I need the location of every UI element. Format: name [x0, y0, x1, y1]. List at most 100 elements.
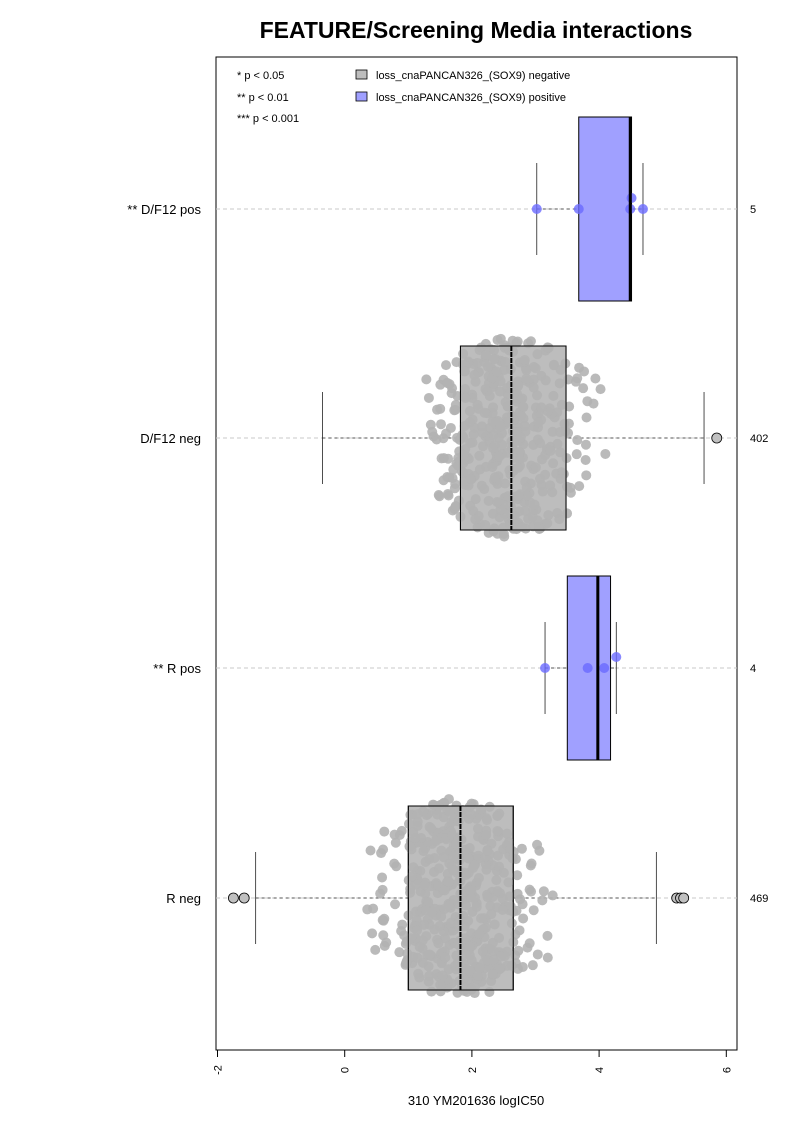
point-3-44: [473, 823, 484, 834]
point-3-392: [440, 952, 451, 963]
point-3-176: [542, 952, 553, 963]
point-3-466: [482, 845, 493, 856]
point-3-416: [410, 832, 421, 843]
category-n-3: 469: [750, 893, 768, 905]
category-label-3: R neg: [166, 891, 201, 906]
point-3-459: [454, 976, 465, 987]
point-3-449: [405, 883, 416, 894]
category-n-0: 5: [750, 204, 756, 216]
point-3-333: [396, 926, 407, 937]
legend: * p < 0.05 ** p < 0.01 *** p < 0.001 los…: [237, 69, 570, 125]
point-1-56: [483, 495, 494, 506]
point-1-291: [514, 453, 525, 464]
point-1-271: [497, 439, 508, 450]
x-tick-label-1: 0: [340, 1067, 352, 1073]
point-1-346: [483, 361, 494, 372]
point-1-309: [530, 462, 541, 473]
outlier-3-0: [227, 892, 239, 904]
point-1-397: [495, 421, 506, 432]
point-1-387: [464, 405, 475, 416]
point-3-402: [436, 911, 447, 922]
point-3-413: [522, 942, 533, 953]
outlier-3-4: [678, 892, 690, 904]
point-1-257: [556, 399, 567, 410]
point-3-451: [464, 950, 475, 961]
point-3-275: [542, 930, 553, 941]
point-1-241: [542, 342, 553, 353]
legend-sig-3: *** p < 0.001: [237, 113, 299, 125]
outlier-3-1: [238, 892, 250, 904]
point-3-447: [406, 871, 417, 882]
point-1-392: [513, 380, 524, 391]
x-axis: -2 0 2 4 6: [213, 1049, 733, 1075]
point-1-365: [453, 453, 464, 464]
category-label-0: ** D/F12 pos: [127, 202, 201, 217]
point-1-253: [548, 458, 559, 469]
point-3-337: [375, 888, 386, 899]
box-outline-1: [459, 345, 567, 531]
point-1-191: [528, 382, 539, 393]
point-3-374: [443, 964, 454, 975]
point-3-291: [448, 851, 459, 862]
point-3-86: [538, 886, 549, 897]
point-1-244: [487, 416, 498, 427]
point-1-360: [552, 438, 563, 449]
legend-sig-2: ** p < 0.01: [237, 92, 289, 104]
point-1-383: [488, 443, 499, 454]
point-3-435: [439, 885, 450, 896]
point-1-215: [554, 514, 565, 525]
legend-sig-1: * p < 0.05: [237, 70, 284, 82]
point-1-289: [488, 402, 499, 413]
point-3-57: [492, 850, 503, 861]
point-1-400: [507, 335, 518, 346]
point-1-188: [530, 363, 541, 374]
point-1-345: [438, 433, 449, 444]
point-1-303: [513, 506, 524, 517]
point-1-399: [487, 461, 498, 472]
category-n-2: 4: [750, 663, 756, 675]
point-1-328: [474, 464, 485, 475]
point-3-468: [390, 837, 401, 848]
point-1-320: [540, 375, 551, 386]
point-3-289: [484, 801, 495, 812]
point-1-349: [445, 422, 456, 433]
point-3-404: [461, 869, 472, 880]
point-3-452: [472, 970, 483, 981]
point-1-389: [481, 349, 492, 360]
point-3-69: [377, 872, 388, 883]
point-3-343: [498, 867, 509, 878]
point-3-463: [456, 834, 467, 845]
point-3-168: [484, 986, 495, 997]
point-1-196: [423, 392, 434, 403]
point-1-180: [521, 365, 532, 376]
point-1-79: [500, 478, 511, 489]
point-3-348: [480, 859, 491, 870]
point-3-242: [491, 875, 502, 886]
point-1-354: [464, 417, 475, 428]
point-3-464: [406, 933, 417, 944]
point-1-192: [474, 450, 485, 461]
point-3-247: [379, 826, 390, 837]
point-1-353: [529, 499, 540, 510]
point-3-310: [365, 845, 376, 856]
category-label-2: ** R pos: [153, 661, 201, 676]
point-1-141: [554, 378, 565, 389]
point-3-363: [485, 901, 496, 912]
point-1-274: [450, 478, 461, 489]
point-3-445: [444, 806, 455, 817]
point-1-272: [443, 453, 454, 464]
legend-swatch-negative: [355, 69, 368, 80]
point-1-340: [545, 480, 556, 491]
point-3-462: [492, 886, 503, 897]
point-3-427: [412, 952, 423, 963]
point-1-290: [523, 513, 534, 524]
x-tick-label-0: -2: [213, 1065, 225, 1075]
point-1-150: [532, 349, 543, 360]
point-1-388: [580, 439, 591, 450]
point-1-16: [460, 384, 471, 395]
point-3-356: [488, 954, 499, 965]
point-1-331: [545, 445, 556, 456]
box-0: [578, 116, 633, 302]
point-3-318: [438, 852, 449, 863]
